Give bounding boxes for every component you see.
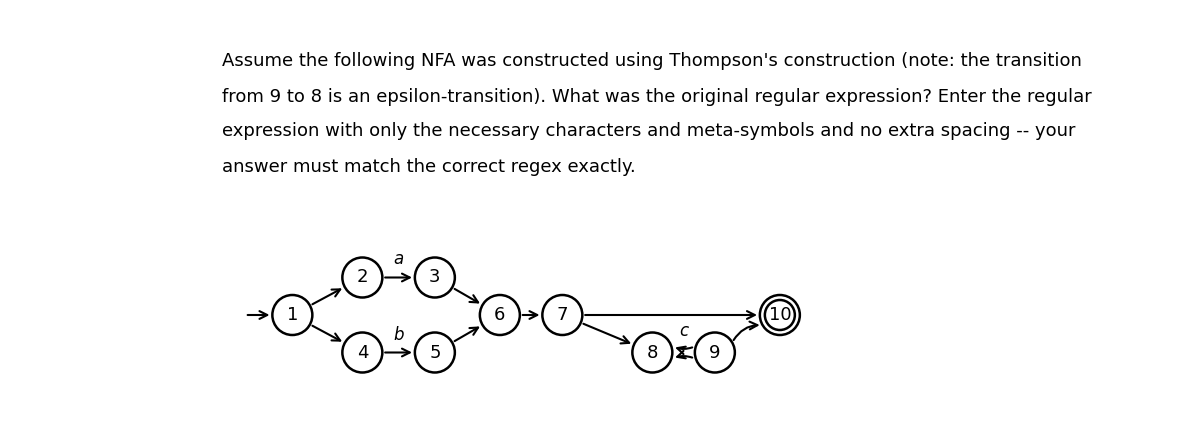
Text: 10: 10: [768, 306, 791, 324]
Text: a: a: [394, 250, 403, 269]
Text: 6: 6: [494, 306, 505, 324]
FancyArrowPatch shape: [677, 347, 692, 354]
Text: 2: 2: [356, 269, 368, 286]
FancyArrowPatch shape: [385, 348, 409, 357]
FancyArrowPatch shape: [523, 311, 538, 319]
Circle shape: [760, 295, 800, 335]
Circle shape: [272, 295, 312, 335]
Text: 9: 9: [709, 343, 720, 362]
Text: from 9 to 8 is an epsilon-transition). What was the original regular expression?: from 9 to 8 is an epsilon-transition). W…: [222, 88, 1092, 105]
Text: 3: 3: [430, 269, 440, 286]
Circle shape: [542, 295, 582, 335]
Text: 1: 1: [287, 306, 298, 324]
Text: expression with only the necessary characters and meta-symbols and no extra spac: expression with only the necessary chara…: [222, 122, 1076, 141]
Circle shape: [342, 332, 383, 372]
FancyArrowPatch shape: [312, 289, 341, 304]
FancyArrowPatch shape: [677, 351, 692, 358]
Circle shape: [415, 258, 455, 298]
Text: 4: 4: [356, 343, 368, 362]
Text: 7: 7: [557, 306, 568, 324]
Circle shape: [415, 332, 455, 372]
FancyArrowPatch shape: [312, 326, 341, 341]
Circle shape: [632, 332, 672, 372]
Text: 8: 8: [647, 343, 658, 362]
Circle shape: [695, 332, 734, 372]
Circle shape: [480, 295, 520, 335]
FancyArrowPatch shape: [455, 289, 478, 303]
FancyArrowPatch shape: [455, 328, 478, 341]
Text: c: c: [679, 323, 688, 340]
Text: 5: 5: [430, 343, 440, 362]
FancyArrowPatch shape: [586, 311, 755, 319]
FancyArrowPatch shape: [583, 324, 629, 343]
FancyArrowPatch shape: [733, 322, 757, 340]
FancyArrowPatch shape: [385, 274, 409, 281]
Text: b: b: [394, 326, 404, 343]
Circle shape: [342, 258, 383, 298]
Text: Assume the following NFA was constructed using Thompson's construction (note: th: Assume the following NFA was constructed…: [222, 53, 1082, 71]
Text: answer must match the correct regex exactly.: answer must match the correct regex exac…: [222, 158, 636, 176]
